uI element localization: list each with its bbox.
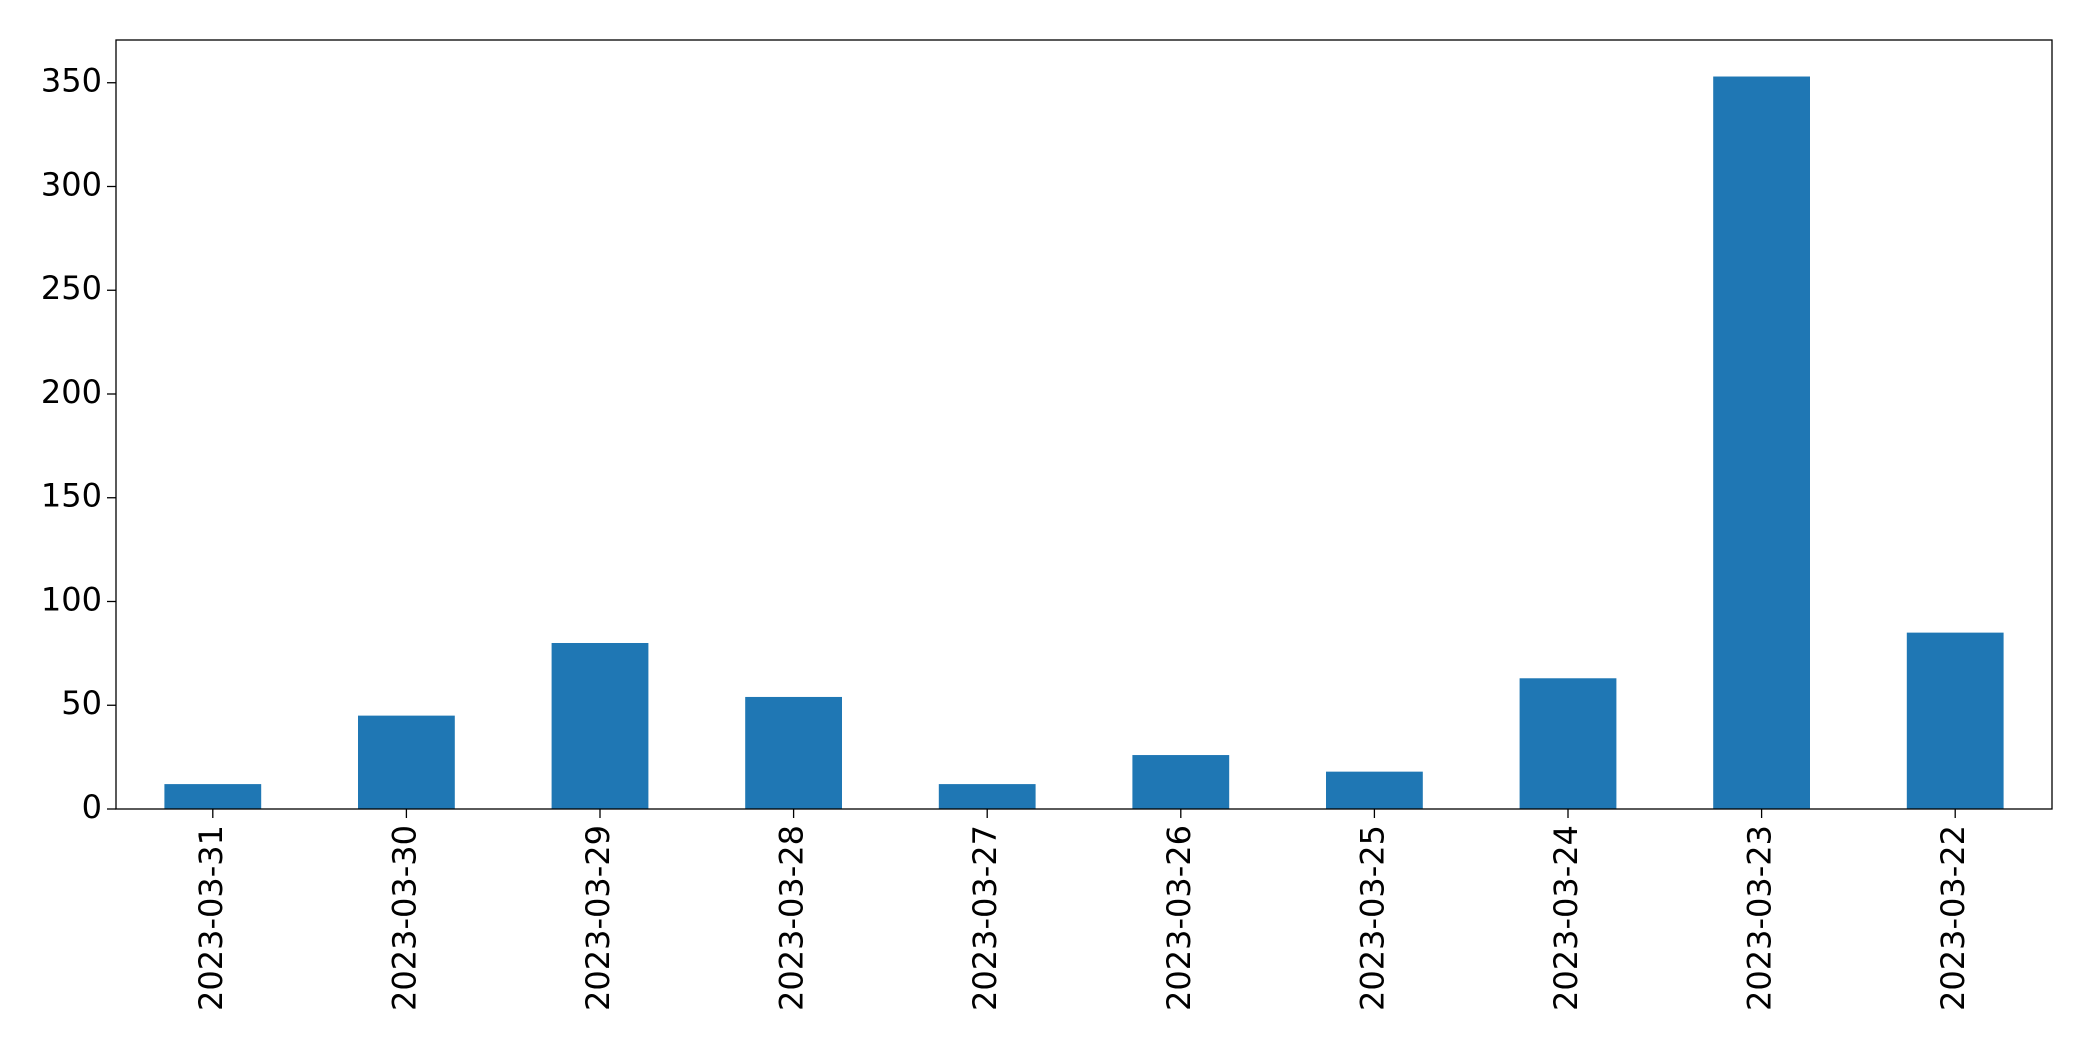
y-tick-label: 350 [41, 62, 102, 100]
plot-frame [115, 39, 2053, 810]
x-tick-label: 2023-03-26 [1160, 825, 1198, 1011]
x-tick-label: 2023-03-27 [966, 825, 1004, 1011]
x-tick-label: 2023-03-31 [192, 825, 230, 1011]
bar [1519, 678, 1617, 809]
bar [938, 784, 1036, 809]
x-tick-label: 2023-03-29 [579, 825, 617, 1011]
y-tick-label: 150 [41, 477, 102, 515]
y-tick-label: 100 [41, 580, 102, 618]
bar [1132, 755, 1230, 809]
x-tick-label: 2023-03-24 [1547, 825, 1585, 1011]
y-tick-label: 200 [41, 373, 102, 411]
bar [551, 642, 649, 809]
bar [1906, 632, 2004, 809]
x-tick-label: 2023-03-30 [385, 825, 423, 1011]
bar [1326, 771, 1423, 809]
x-tick-label: 2023-03-23 [1741, 825, 1779, 1011]
x-tick-label: 2023-03-28 [773, 825, 811, 1011]
bar [1713, 76, 1810, 809]
bar [358, 715, 455, 809]
y-tick-label: 50 [61, 684, 102, 722]
y-tick-label: 300 [41, 165, 102, 203]
x-tick-label: 2023-03-25 [1353, 825, 1391, 1011]
y-tick-label: 250 [41, 269, 102, 307]
bar [745, 696, 842, 809]
y-tick-label: 0 [82, 788, 102, 826]
bar [164, 784, 262, 809]
x-tick-label: 2023-03-22 [1934, 825, 1972, 1011]
